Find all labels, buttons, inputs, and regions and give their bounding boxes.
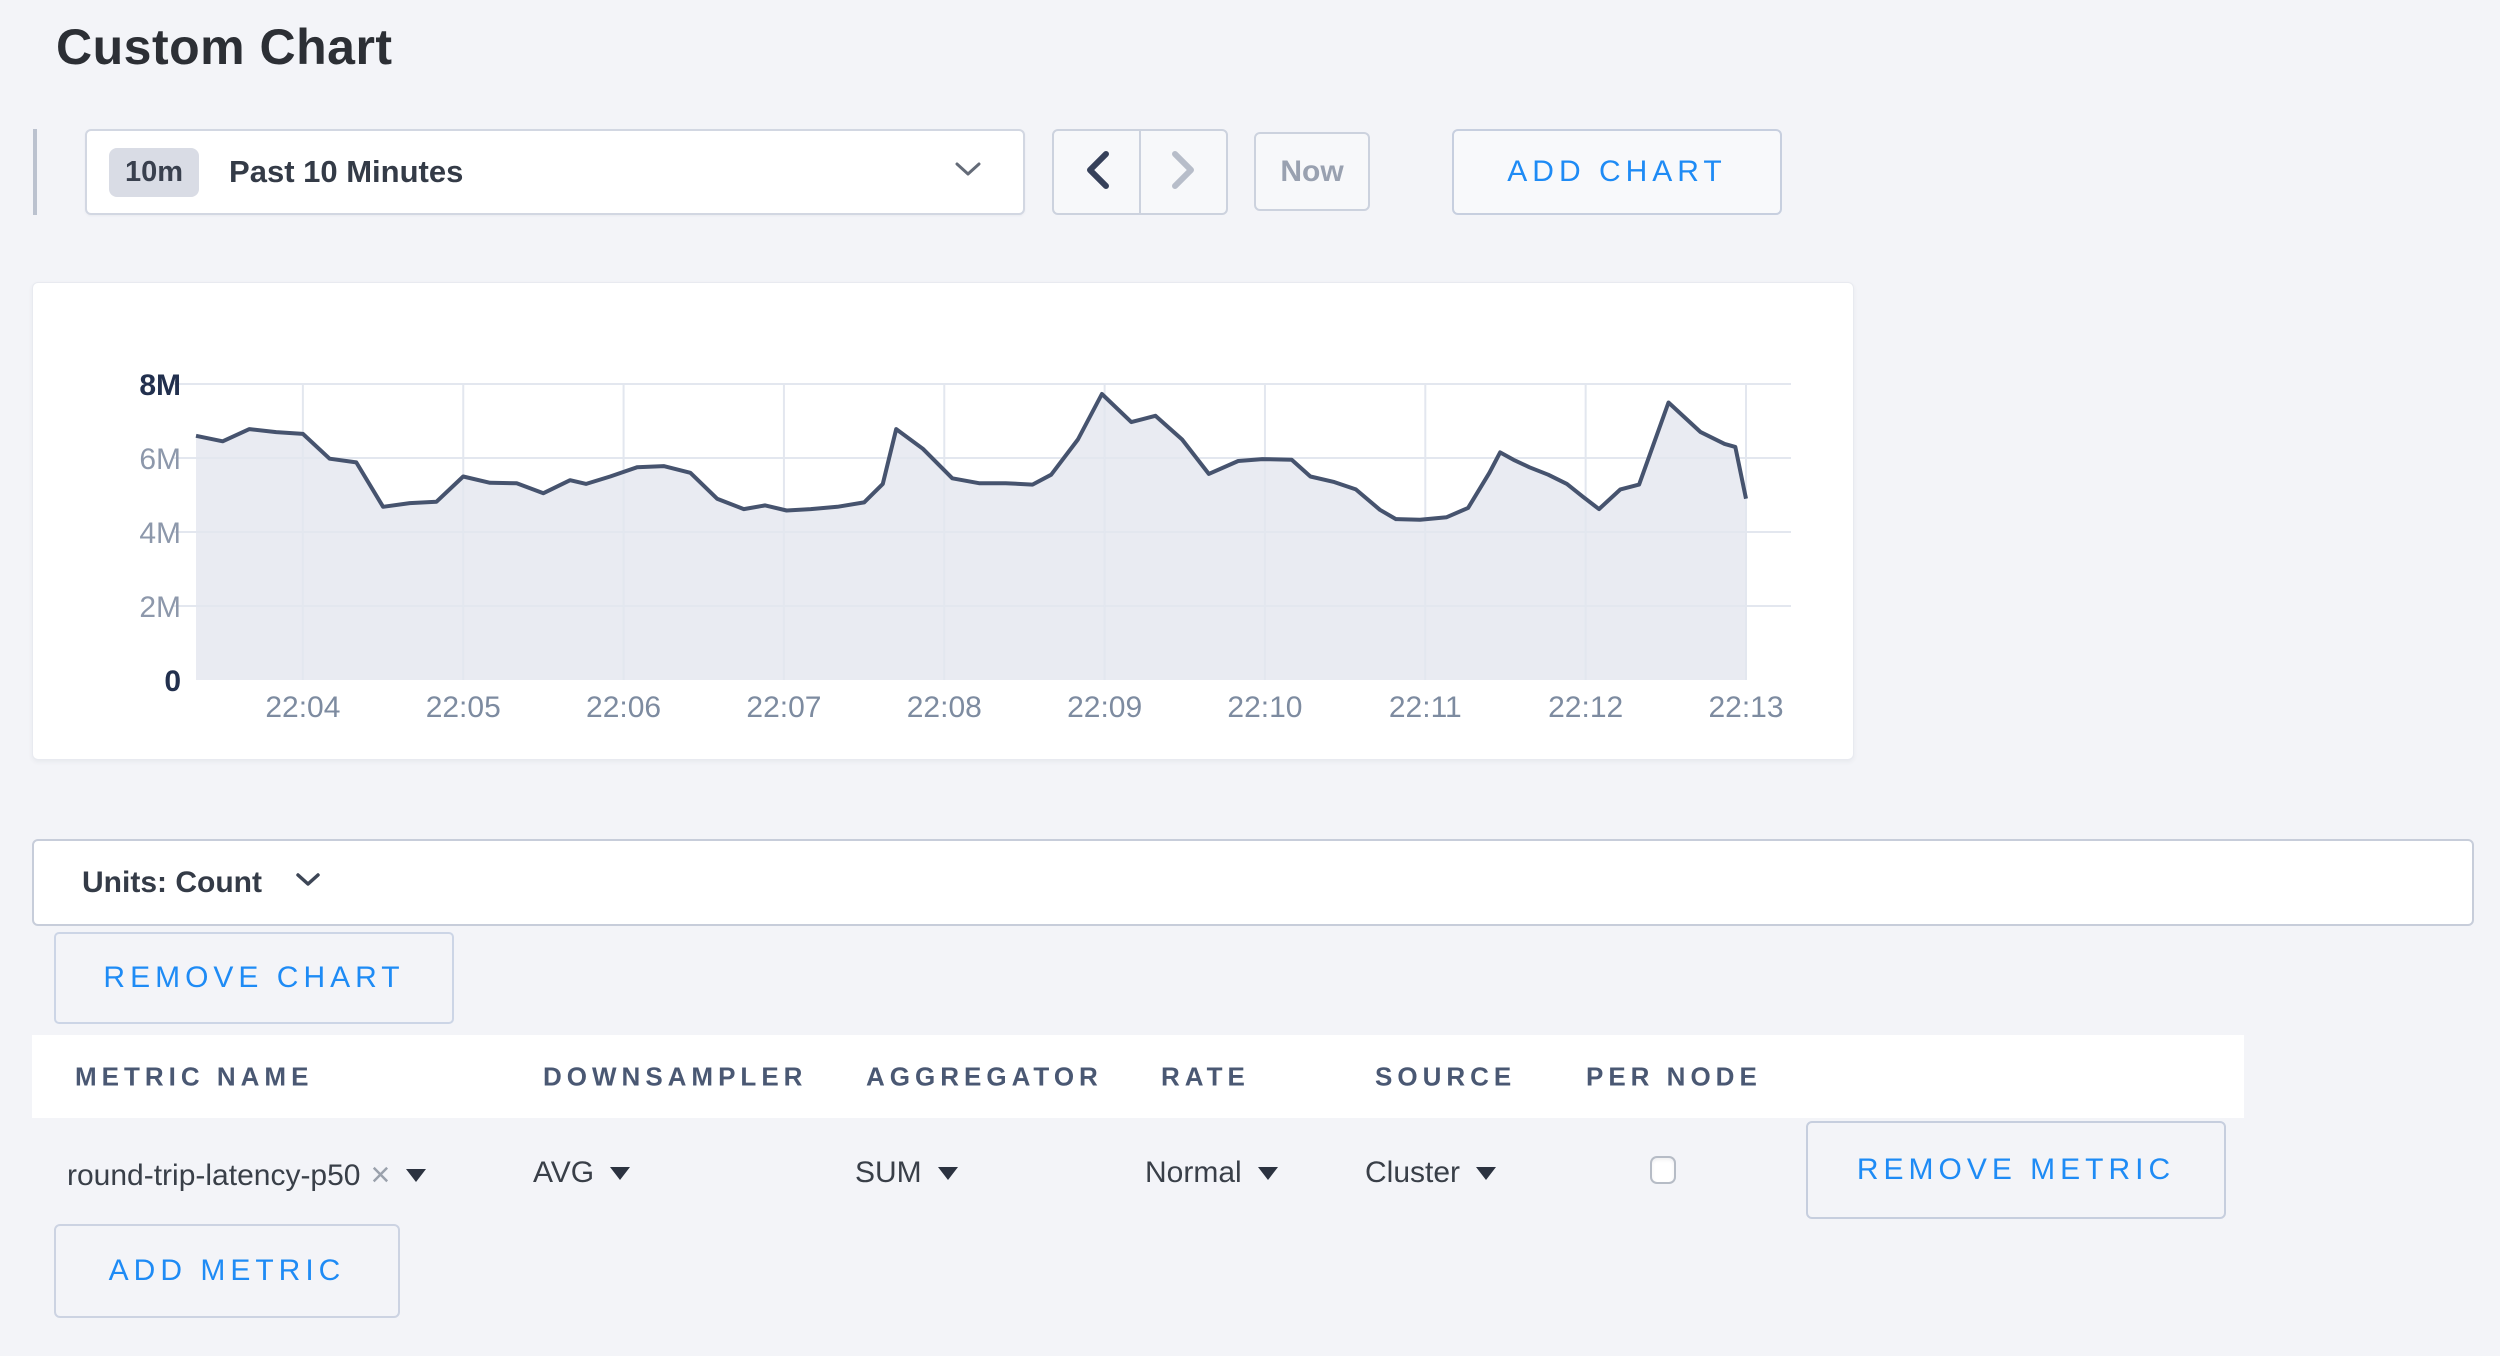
caret-down-icon: [406, 1169, 427, 1182]
caret-down-icon: [1257, 1166, 1278, 1180]
units-select[interactable]: Units: Count: [32, 839, 2474, 926]
rate-select[interactable]: Normal: [1145, 1156, 1278, 1190]
add-chart-button[interactable]: ADD CHART: [1452, 129, 1782, 215]
downsampler-select[interactable]: AVG: [533, 1156, 631, 1190]
svg-text:22:04: 22:04: [265, 691, 340, 724]
time-back-button[interactable]: [1054, 131, 1141, 213]
column-downsampler: DOWNSAMPLER: [543, 1061, 808, 1091]
time-range-select[interactable]: 10m Past 10 Minutes: [85, 129, 1025, 215]
per-node-checkbox[interactable]: [1650, 1156, 1676, 1184]
timeseries-plot[interactable]: 0 2M 4M 6M 8M 22:04 22:05 22:06 22:07 22:08 22:09 2…: [33, 283, 1853, 759]
rate-value: Normal: [1145, 1156, 1242, 1189]
units-label: Units: Count: [82, 865, 262, 899]
remove-chart-button[interactable]: REMOVE CHART: [54, 932, 454, 1024]
source-select[interactable]: Cluster: [1365, 1156, 1497, 1190]
svg-text:22:12: 22:12: [1548, 691, 1623, 724]
svg-text:0: 0: [164, 665, 181, 698]
now-button[interactable]: Now: [1254, 132, 1370, 211]
column-metric-name: METRIC NAME: [75, 1061, 314, 1091]
svg-text:4M: 4M: [139, 517, 181, 550]
caret-down-icon: [610, 1166, 631, 1180]
svg-text:22:09: 22:09: [1067, 691, 1142, 724]
svg-text:22:10: 22:10: [1227, 691, 1302, 724]
table-row: round-trip-latency-p50 × AVG SUM Normal …: [0, 1118, 2500, 1228]
remove-metric-button[interactable]: REMOVE METRIC: [1806, 1121, 2226, 1219]
time-nav-group: [1052, 129, 1228, 215]
chevron-right-icon: [1171, 150, 1196, 194]
metrics-table-header: METRIC NAME DOWNSAMPLER AGGREGATOR RATE …: [32, 1035, 2244, 1118]
svg-text:22:11: 22:11: [1389, 691, 1462, 724]
chart-card: 0 2M 4M 6M 8M 22:04 22:05 22:06 22:07 22:08 22:09 2…: [32, 282, 1854, 760]
svg-text:8M: 8M: [139, 369, 181, 402]
caret-down-icon: [1476, 1166, 1497, 1180]
source-value: Cluster: [1365, 1156, 1461, 1189]
column-source: SOURCE: [1375, 1061, 1517, 1091]
time-range-label: Past 10 Minutes: [229, 154, 464, 189]
time-range-badge: 10m: [109, 147, 200, 197]
chevron-left-icon: [1085, 150, 1109, 194]
time-forward-button[interactable]: [1141, 131, 1226, 213]
chevron-down-icon: [955, 162, 981, 182]
svg-text:22:05: 22:05: [426, 691, 501, 724]
metric-name-value: round-trip-latency-p50: [67, 1158, 361, 1192]
column-aggregator: AGGREGATOR: [866, 1061, 1103, 1091]
column-rate: RATE: [1161, 1061, 1250, 1091]
remove-tag-icon[interactable]: ×: [370, 1156, 391, 1194]
aggregator-select[interactable]: SUM: [855, 1156, 958, 1190]
svg-text:22:08: 22:08: [907, 691, 982, 724]
caret-down-icon: [937, 1166, 958, 1180]
svg-text:22:07: 22:07: [746, 691, 821, 724]
time-range-accent-bar: [33, 129, 37, 215]
aggregator-value: SUM: [855, 1156, 922, 1189]
svg-text:22:13: 22:13: [1708, 691, 1783, 724]
page-title: Custom Chart: [56, 19, 393, 75]
metric-name-select[interactable]: round-trip-latency-p50 ×: [67, 1156, 427, 1195]
downsampler-value: AVG: [533, 1156, 595, 1189]
column-per-node: PER NODE: [1586, 1061, 1762, 1091]
add-metric-button[interactable]: ADD METRIC: [54, 1224, 400, 1318]
svg-text:22:06: 22:06: [586, 691, 661, 724]
svg-text:6M: 6M: [139, 443, 181, 476]
chevron-down-icon: [296, 873, 320, 892]
svg-text:2M: 2M: [139, 591, 181, 624]
